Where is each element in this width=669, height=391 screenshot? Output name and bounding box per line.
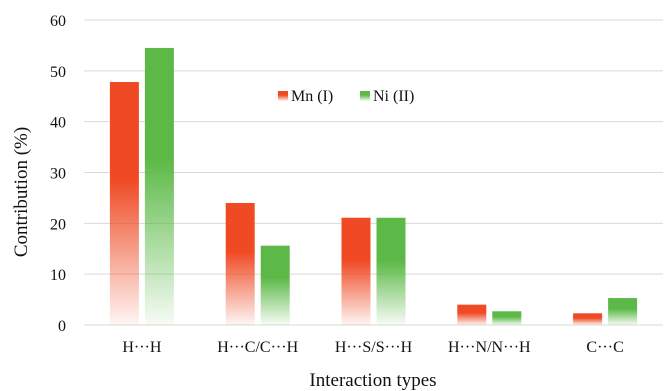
legend-swatch <box>360 91 370 101</box>
bar-mn-i-4 <box>573 313 603 325</box>
legend-label: Mn (I) <box>291 88 333 105</box>
y-tick-label: 30 <box>50 166 66 183</box>
bar-mn-i-0 <box>109 82 139 326</box>
bar-ni-ii-4 <box>608 298 638 325</box>
x-tick-label: H···H <box>122 339 162 356</box>
y-axis-label: Contribution (%) <box>11 127 32 257</box>
legend-swatch <box>278 91 288 101</box>
y-tick-label: 0 <box>58 318 66 335</box>
y-tick-label: 60 <box>50 13 66 30</box>
bars <box>109 47 638 326</box>
gridlines <box>84 19 663 326</box>
legend: Mn (I) Ni (II) <box>278 88 414 105</box>
y-tick-label: 40 <box>50 115 66 132</box>
y-axis-ticks: 0 10 20 30 40 50 60 <box>50 13 66 335</box>
legend-item: Mn (I) <box>278 88 333 105</box>
bar-ni-ii-3 <box>492 311 522 325</box>
legend-item: Ni (II) <box>360 88 414 105</box>
bar-ni-ii-0 <box>144 47 174 325</box>
bar-mn-i-1 <box>225 203 255 325</box>
bar-ni-ii-1 <box>260 245 290 325</box>
x-tick-label: H···C/C···H <box>217 339 298 356</box>
x-tick-label: H···N/N···H <box>448 339 531 356</box>
bar-ni-ii-2 <box>376 217 406 325</box>
y-tick-label: 50 <box>50 64 66 81</box>
y-tick-label: 20 <box>50 216 66 233</box>
bar-mn-i-2 <box>341 217 371 325</box>
bar-mn-i-3 <box>457 304 487 325</box>
x-axis-label: Interaction types <box>309 370 436 391</box>
y-tick-label: 10 <box>50 267 66 284</box>
x-axis-ticks: H···H H···C/C···H H···S/S···H H···N/N···H C·… <box>122 339 623 356</box>
x-tick-label: C···C <box>586 339 623 356</box>
x-tick-label: H···S/S···H <box>335 339 413 356</box>
legend-label: Ni (II) <box>373 88 414 105</box>
